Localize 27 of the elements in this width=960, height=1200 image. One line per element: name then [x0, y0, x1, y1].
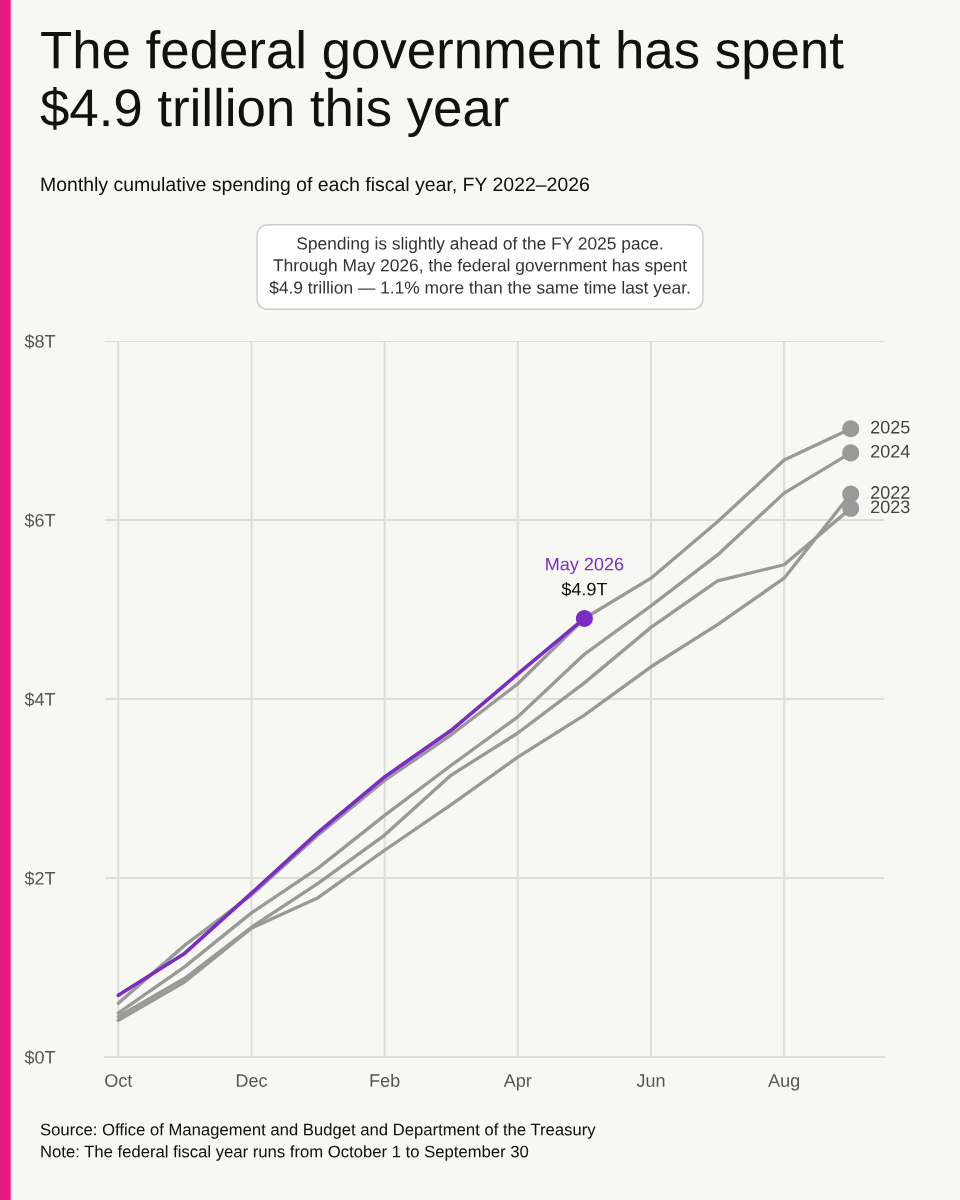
y-tick-label: $2T: [24, 871, 56, 886]
point: [842, 485, 860, 503]
point: [575, 609, 593, 627]
text: Note: The federal fiscal year runs from October 1 to September 30: [41, 1145, 529, 1161]
x-tick-label: Jun: [636, 1074, 665, 1087]
chart-subtitle: Monthly cumulative spending of each fiscal year, FY 2022–2026: [41, 176, 589, 196]
y-tick-label: $0T: [24, 1050, 56, 1065]
point: [842, 444, 860, 462]
series-label: 2023: [871, 500, 910, 514]
text: Spending is slightly ahead of the FY 2025 pace. Through May 2026, the federal government has spent $4.9 trillion — 1.1% more than the same time last year.: [269, 236, 690, 298]
point: [842, 499, 860, 517]
series-label: 2022: [871, 486, 910, 499]
y-tick-label: $6T: [24, 513, 56, 528]
point: [842, 420, 860, 438]
series-label: 2024: [871, 444, 910, 458]
annotation: May 2026: [546, 557, 624, 575]
series-label: 2025: [871, 420, 910, 434]
x-tick-label: Feb: [370, 1073, 400, 1087]
source-note: Source: Office of Management and Budget and Department of the Treasury: [40, 1123, 596, 1139]
annotation: $4.9T: [561, 581, 608, 597]
x-tick-label: Apr: [503, 1074, 532, 1091]
x-tick-label: Oct: [105, 1074, 133, 1087]
y-tick-label: $8T: [24, 334, 56, 349]
y-tick-label: $4T: [24, 692, 56, 707]
chart-title: The federal government has spent $4.9 trillion this year: [40, 30, 844, 138]
x-tick-label: Aug: [768, 1074, 800, 1091]
x-tick-label: Dec: [236, 1074, 268, 1087]
